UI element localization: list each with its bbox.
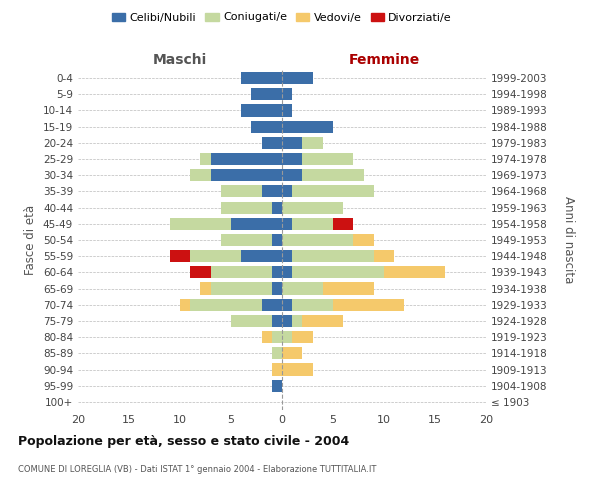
Bar [231,315,272,327]
Bar [384,266,445,278]
Bar [272,331,282,343]
Bar [333,218,353,230]
Bar [282,202,343,213]
Bar [272,348,282,360]
Bar [262,137,282,149]
Bar [292,315,302,327]
Bar [272,202,282,213]
Bar [292,250,374,262]
Bar [200,153,211,165]
Bar [282,186,292,198]
Bar [241,72,282,84]
Bar [272,315,282,327]
Bar [282,348,302,360]
Bar [241,104,282,117]
Bar [282,120,333,132]
Bar [282,331,292,343]
Bar [333,298,404,311]
Bar [170,250,190,262]
Bar [170,218,231,230]
Bar [323,282,374,294]
Bar [282,88,292,101]
Bar [190,169,211,181]
Bar [231,218,282,230]
Bar [282,282,323,294]
Bar [282,298,292,311]
Bar [180,298,190,311]
Bar [190,266,211,278]
Bar [190,250,241,262]
Text: COMUNE DI LOREGLIA (VB) - Dati ISTAT 1° gennaio 2004 - Elaborazione TUTTITALIA.I: COMUNE DI LOREGLIA (VB) - Dati ISTAT 1° … [18,465,376,474]
Bar [251,120,282,132]
Bar [292,266,384,278]
Bar [282,104,292,117]
Text: Popolazione per età, sesso e stato civile - 2004: Popolazione per età, sesso e stato civil… [18,435,349,448]
Bar [272,282,282,294]
Bar [282,364,313,376]
Bar [262,186,282,198]
Bar [221,186,262,198]
Bar [221,202,272,213]
Bar [282,169,302,181]
Bar [272,380,282,392]
Y-axis label: Fasce di età: Fasce di età [25,205,37,275]
Bar [353,234,374,246]
Bar [282,137,302,149]
Bar [374,250,394,262]
Bar [211,169,282,181]
Bar [190,298,262,311]
Bar [292,218,333,230]
Bar [241,250,282,262]
Text: Maschi: Maschi [153,54,207,68]
Bar [272,364,282,376]
Bar [282,153,302,165]
Y-axis label: Anni di nascita: Anni di nascita [562,196,575,284]
Bar [292,298,333,311]
Bar [211,282,272,294]
Legend: Celibi/Nubili, Coniugati/e, Vedovi/e, Divorziati/e: Celibi/Nubili, Coniugati/e, Vedovi/e, Di… [107,8,457,27]
Bar [292,331,313,343]
Bar [200,282,211,294]
Bar [292,186,374,198]
Bar [282,234,353,246]
Bar [282,218,292,230]
Bar [251,88,282,101]
Text: Femmine: Femmine [349,54,419,68]
Bar [302,315,343,327]
Bar [211,266,272,278]
Bar [302,169,364,181]
Bar [282,250,292,262]
Bar [282,315,292,327]
Bar [302,153,353,165]
Bar [282,72,313,84]
Bar [221,234,272,246]
Bar [282,266,292,278]
Bar [262,331,272,343]
Bar [272,266,282,278]
Bar [302,137,323,149]
Bar [211,153,282,165]
Bar [262,298,282,311]
Bar [272,234,282,246]
